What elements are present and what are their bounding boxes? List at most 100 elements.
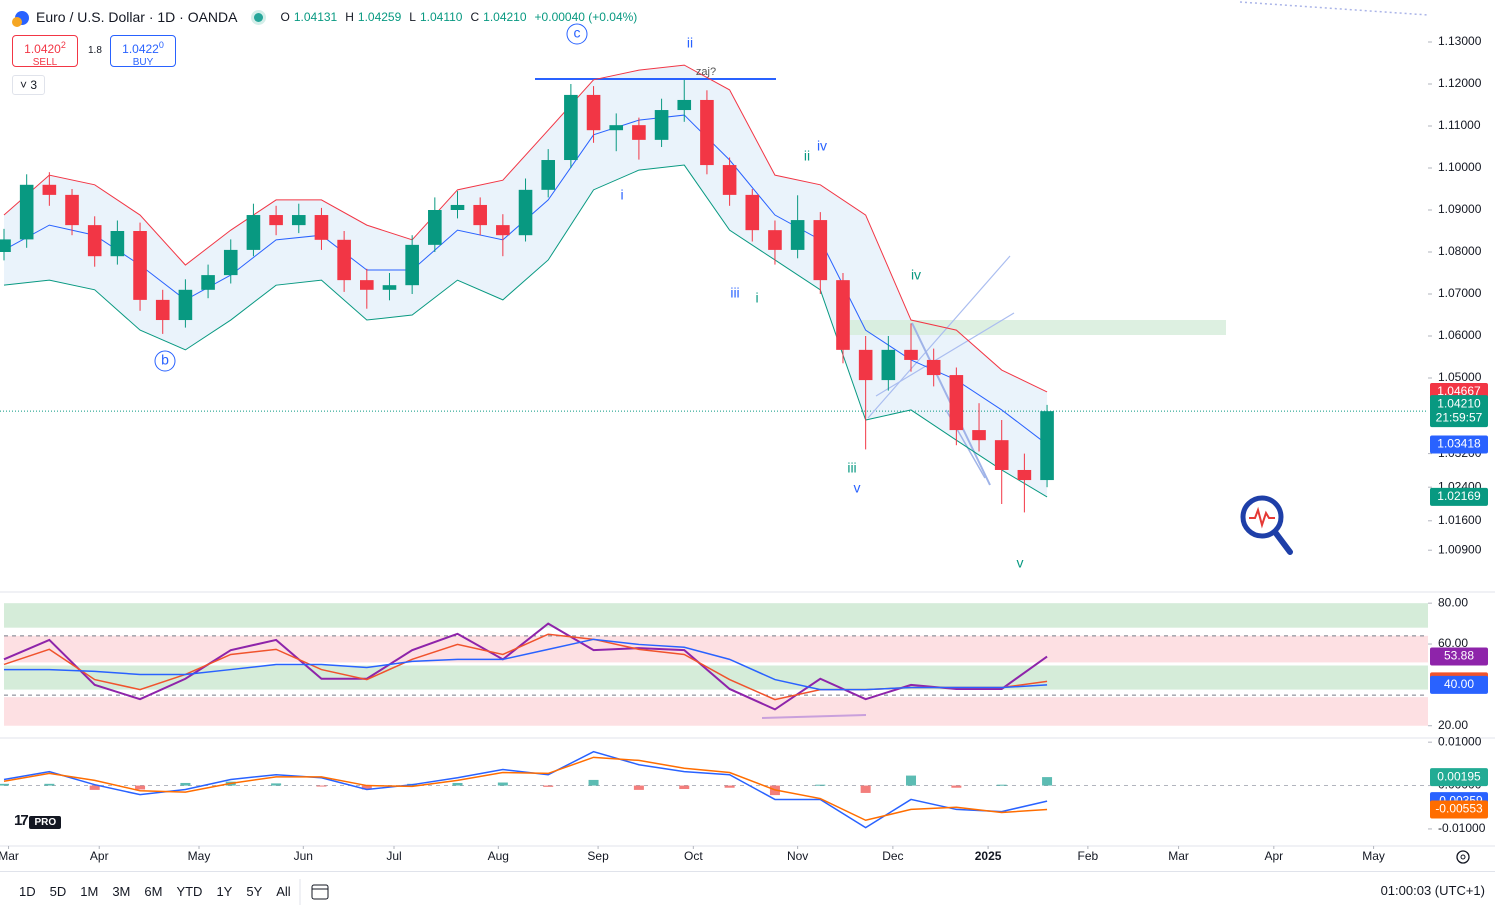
candle-body <box>42 184 57 195</box>
price-badge <box>1430 768 1488 787</box>
x-tick-label: Jun <box>294 849 313 863</box>
price-badge-label: 1.04667 <box>1437 384 1481 398</box>
buy-price: 1.0422 <box>122 42 159 56</box>
y-tick-label: 1.13000 <box>1438 34 1482 48</box>
timeframe-button[interactable]: 1Y <box>216 883 233 899</box>
bottom-toolbar: 1D 5D 1M 3M 6M YTD 1Y 5Y All 01:00:03 (UTC+1) <box>0 871 1495 911</box>
y-tick-label: 60.00 <box>1438 636 1468 650</box>
histogram-bar <box>588 779 599 786</box>
histogram-bar <box>180 782 191 786</box>
price-badge <box>1430 675 1488 694</box>
y-tick-label: 1.09000 <box>1438 202 1482 216</box>
price-badge <box>1430 647 1488 666</box>
candle-body <box>972 430 986 441</box>
candle-body <box>881 349 896 381</box>
market-status <box>253 12 263 22</box>
band-line <box>3 64 1048 393</box>
settings-icon[interactable] <box>1456 850 1470 864</box>
wave-label: i <box>755 290 758 306</box>
histogram-bar <box>724 785 735 788</box>
timeframe-button[interactable]: 1M <box>80 883 99 899</box>
candle-body <box>155 299 170 321</box>
y-tick-label: 80.00 <box>1438 595 1468 609</box>
candle-body <box>314 215 329 240</box>
price-badge-label: -0.00553 <box>1435 802 1483 816</box>
indicators-toggle[interactable]: ˅ 3 <box>12 75 45 95</box>
y-tick-label: 1.12000 <box>1438 76 1482 90</box>
wave-circle <box>566 23 588 45</box>
candle-body <box>473 204 487 226</box>
candle-body <box>836 280 850 350</box>
x-tick-label: Apr <box>90 849 109 863</box>
price-badge-label: 1.04210 <box>1437 396 1481 410</box>
symbol-header: Euro / U.S. Dollar · 1D · OANDA O 1.04131… <box>36 9 637 25</box>
band-line <box>3 164 1048 498</box>
wave-label: i <box>620 187 623 203</box>
x-tick-label: May <box>1362 849 1385 863</box>
y-tick-label: 1.08000 <box>1438 244 1482 258</box>
wave-label: v <box>854 480 861 496</box>
histogram-bar <box>906 775 917 786</box>
x-tick-label: Mar <box>1168 849 1189 863</box>
candle-body <box>518 189 533 236</box>
price-badge <box>1430 435 1488 454</box>
y-tick-label: 20.00 <box>1438 718 1468 732</box>
x-tick-label: Jul <box>386 849 401 863</box>
x-tick-label: Oct <box>684 849 703 863</box>
spread: 1.8 <box>88 45 102 56</box>
candle-body <box>632 125 646 140</box>
x-tick-label: Aug <box>488 849 509 863</box>
candle-body <box>178 289 193 321</box>
histogram-bar <box>0 783 9 786</box>
x-tick-label: Apr <box>1264 849 1283 863</box>
candle-body <box>1040 411 1054 481</box>
symbol-name[interactable]: Euro / U.S. Dollar · 1D · OANDA <box>36 9 238 25</box>
logo: 17 PRO <box>14 812 62 829</box>
sell-pip: 2 <box>60 40 66 50</box>
candle-body <box>382 285 397 290</box>
price-badge-label: 1.03418 <box>1437 437 1481 451</box>
y-tick-label: 1.00900 <box>1438 542 1482 556</box>
ohlc-value: 1.04110 <box>419 10 463 24</box>
sell-button[interactable]: 1.04202 SELL <box>12 35 78 68</box>
timeframe-button[interactable]: 6M <box>144 883 163 899</box>
trend-line <box>867 255 1011 419</box>
candle-body <box>745 194 760 231</box>
histogram-bar <box>271 783 282 786</box>
histogram-bar <box>316 785 327 787</box>
timeframe-button[interactable]: All <box>276 883 291 899</box>
candle-body <box>790 220 805 250</box>
histogram-bar <box>633 785 644 790</box>
candle-body <box>926 359 941 376</box>
histogram-bar <box>543 785 554 787</box>
price-badge-label: 40.00 <box>1444 677 1474 691</box>
timeframe-button[interactable]: 5Y <box>246 883 263 899</box>
timeframe-button[interactable]: 5D <box>49 883 67 899</box>
timeframe-button[interactable]: 1D <box>19 883 36 899</box>
indicators-count: 3 <box>30 78 38 92</box>
candle-body <box>269 215 283 226</box>
candle-body <box>87 225 102 257</box>
wave-label: iii <box>730 285 739 301</box>
buy-pip: 0 <box>158 40 164 50</box>
candle-body <box>337 239 351 281</box>
divergence-line <box>761 714 867 719</box>
clock[interactable]: 01:00:03 (UTC+1) <box>1380 883 1485 898</box>
candle-body <box>722 165 737 195</box>
y-tick-label: -0.01000 <box>1438 821 1486 835</box>
timeframe-button[interactable]: YTD <box>176 883 203 899</box>
candle-body <box>677 99 692 111</box>
x-tick-label: Sep <box>587 849 609 863</box>
y-tick-label: 0.01000 <box>1438 734 1482 748</box>
buy-button[interactable]: 1.04220 BUY <box>110 35 176 68</box>
candle-body <box>564 94 578 161</box>
candle-body <box>450 204 465 210</box>
timeframe-button[interactable]: 3M <box>112 883 131 899</box>
calendar-button[interactable] <box>298 878 338 905</box>
sell-label: SELL <box>32 57 58 68</box>
x-tick-label: Feb <box>1078 849 1099 863</box>
y-tick-label: 1.07000 <box>1438 286 1482 300</box>
candle-body <box>609 125 624 131</box>
histogram-bar <box>452 782 463 786</box>
